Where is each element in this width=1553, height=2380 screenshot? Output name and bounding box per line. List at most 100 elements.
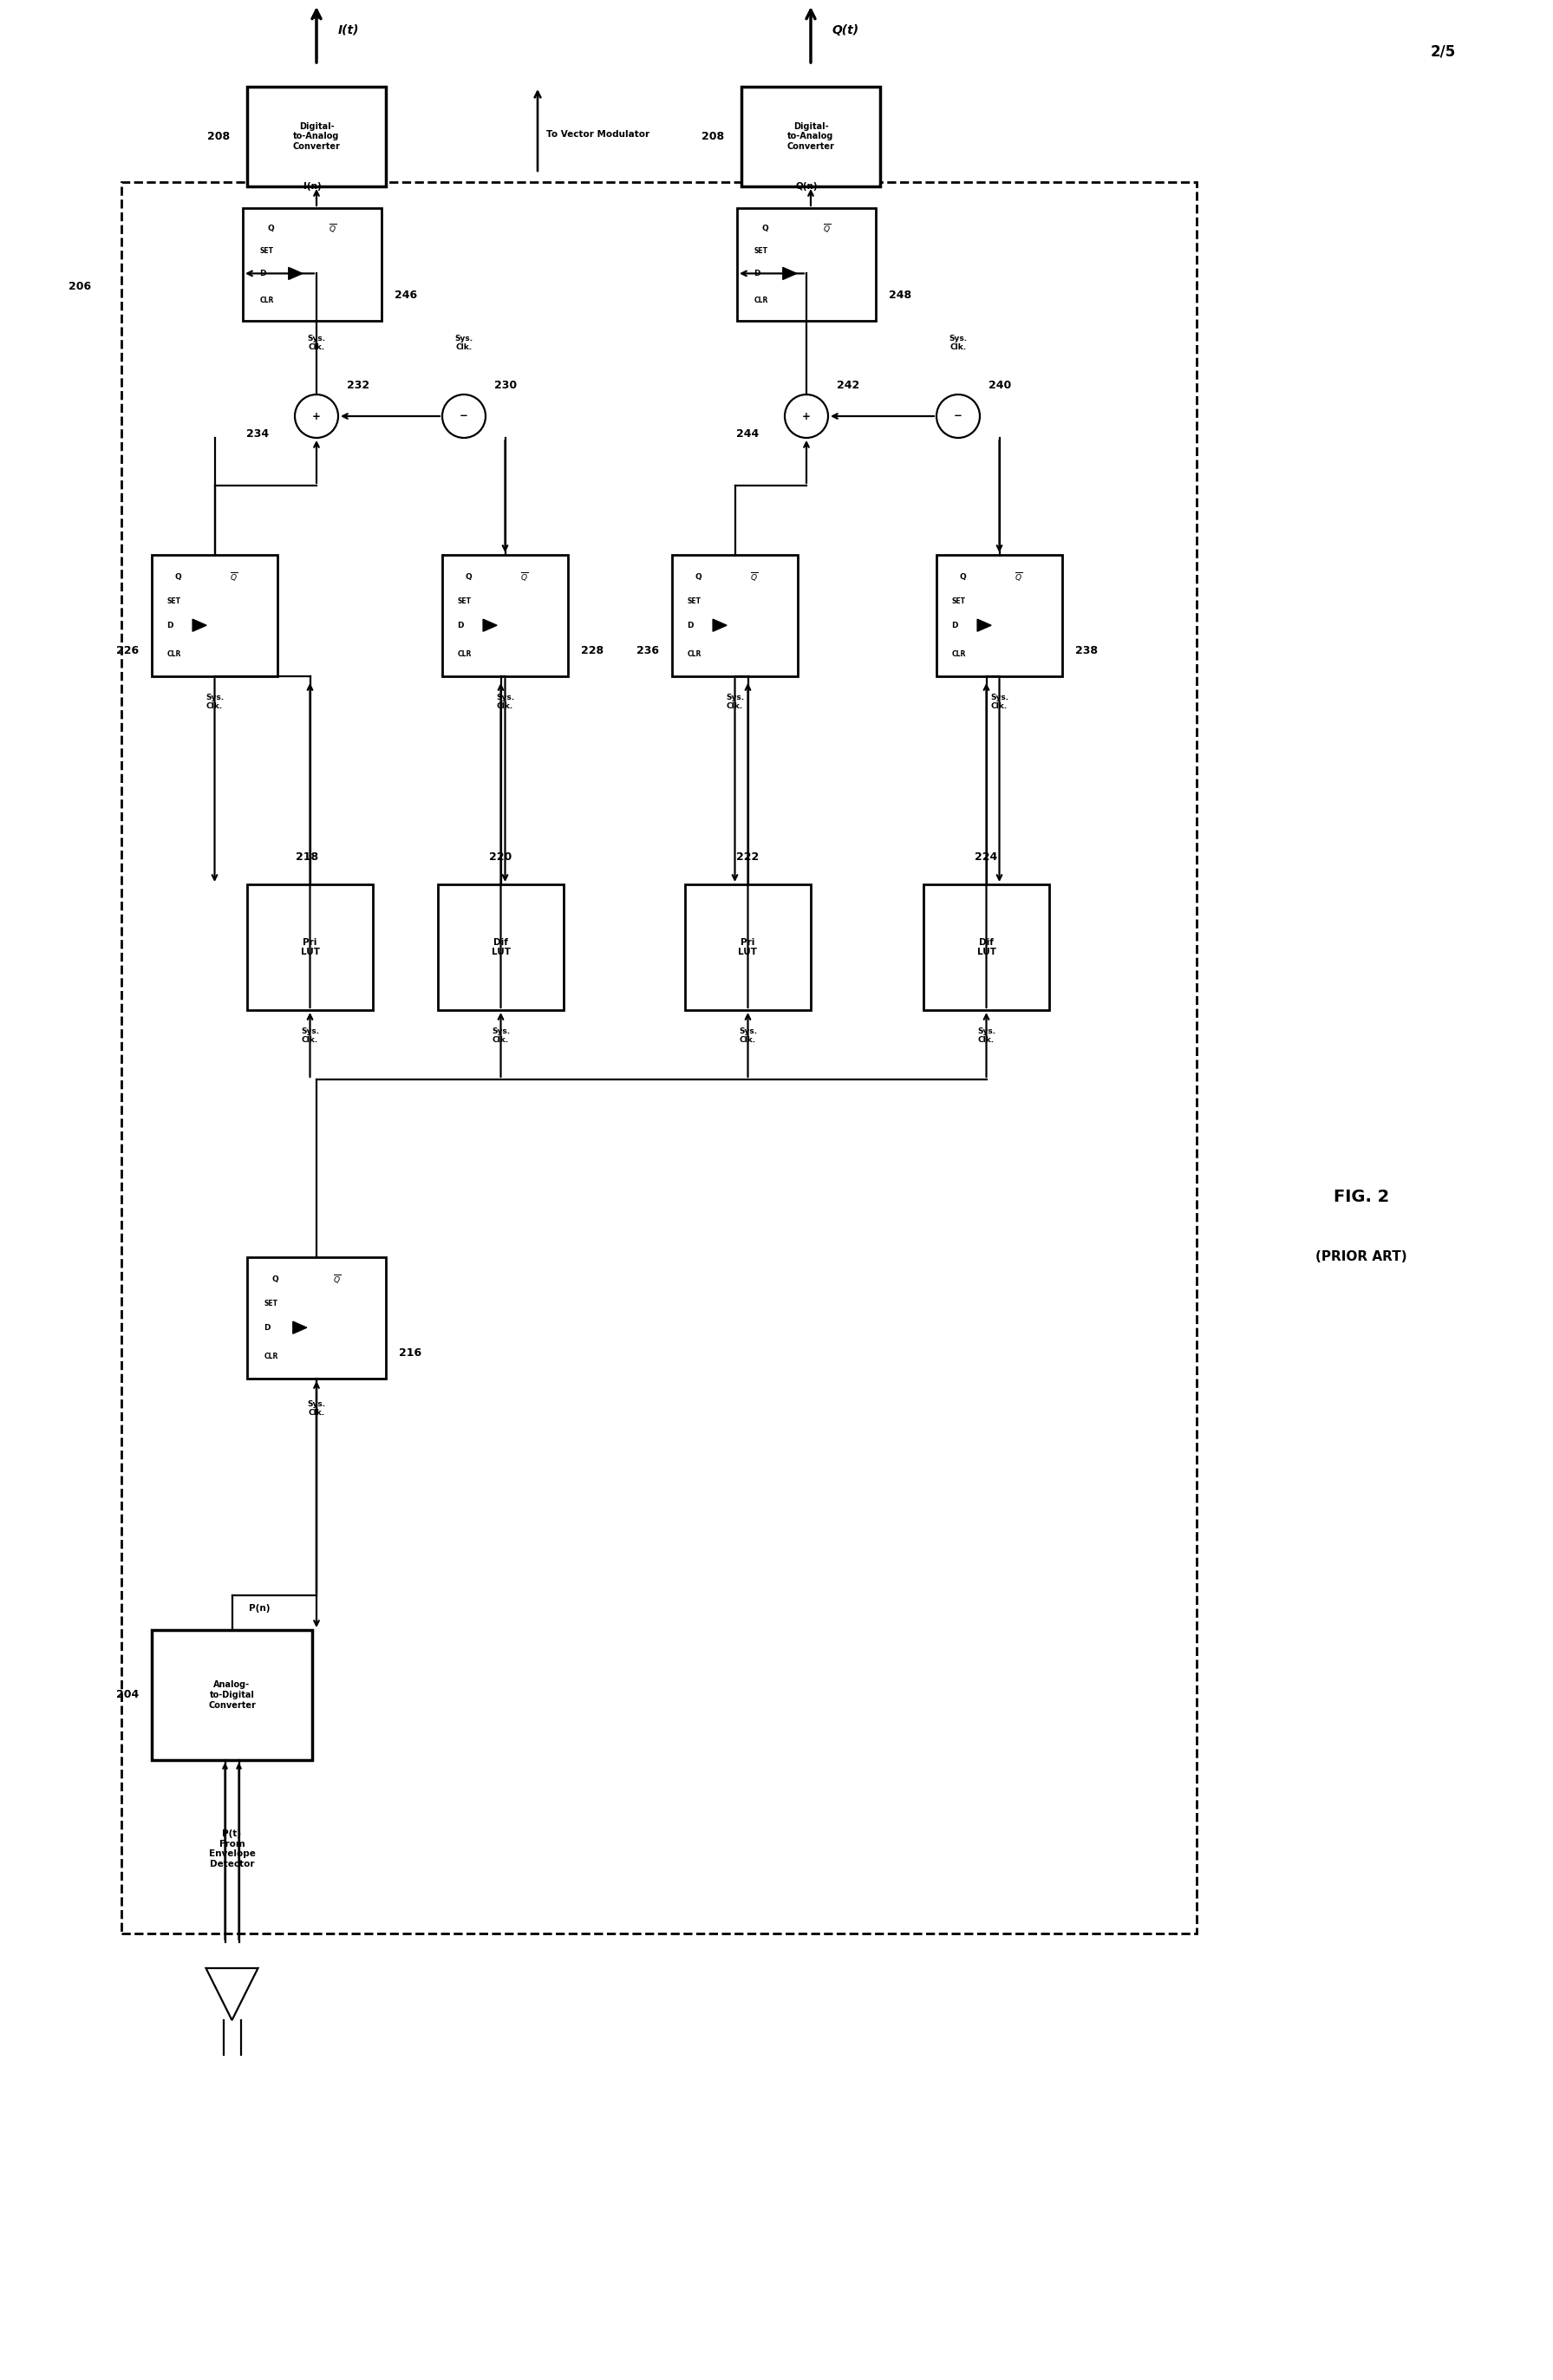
Text: D: D [166, 621, 174, 628]
Text: Sys.
Clk.: Sys. Clk. [977, 1028, 995, 1045]
Polygon shape [294, 1321, 307, 1333]
Text: CLR: CLR [457, 650, 472, 659]
Text: D: D [457, 621, 464, 628]
Text: 236: 236 [637, 645, 658, 657]
Text: I(n): I(n) [303, 183, 321, 190]
Text: Sys.
Clk.: Sys. Clk. [307, 333, 326, 352]
Text: CLR: CLR [753, 298, 767, 305]
Text: SET: SET [457, 597, 471, 605]
Bar [152, 1630, 312, 1761]
Text: Pri
LUT: Pri LUT [738, 938, 758, 957]
Text: SET: SET [952, 597, 966, 605]
Bar [438, 885, 564, 1009]
Text: (PRIOR ART): (PRIOR ART) [1315, 1252, 1407, 1264]
Text: −: − [954, 409, 963, 421]
Text: P(t)
From
Envelope
Detector: P(t) From Envelope Detector [208, 1830, 255, 1868]
Text: CLR: CLR [166, 650, 182, 659]
Text: +: + [803, 409, 811, 421]
Bar [738, 207, 876, 321]
Text: 242: 242 [837, 381, 859, 390]
Text: $\overline{Q}$: $\overline{Q}$ [329, 221, 337, 236]
Text: +: + [312, 409, 321, 421]
Text: SET: SET [264, 1299, 278, 1307]
Text: D: D [259, 269, 266, 278]
Polygon shape [483, 619, 497, 631]
Polygon shape [713, 619, 727, 631]
Bar [443, 555, 568, 676]
Text: 208: 208 [702, 131, 724, 143]
Text: $\overline{Q}$: $\overline{Q}$ [230, 571, 238, 583]
Text: I(t): I(t) [339, 24, 359, 36]
Text: 206: 206 [68, 281, 92, 293]
Text: D: D [686, 621, 694, 628]
Text: Sys.
Clk.: Sys. Clk. [301, 1028, 320, 1045]
Text: Dif
LUT: Dif LUT [491, 938, 511, 957]
Text: Pri
LUT: Pri LUT [300, 938, 320, 957]
Text: 224: 224 [975, 852, 997, 862]
Text: 216: 216 [399, 1347, 421, 1359]
Text: $\overline{Q}$: $\overline{Q}$ [750, 571, 758, 583]
Text: Q: Q [960, 574, 966, 581]
Bar [924, 885, 1050, 1009]
Text: Analog-
to-Digital
Converter: Analog- to-Digital Converter [208, 1680, 256, 1709]
Text: 228: 228 [581, 645, 604, 657]
Text: 238: 238 [1075, 645, 1098, 657]
Text: 2/5: 2/5 [1430, 43, 1457, 60]
Bar [741, 86, 881, 186]
Text: Q: Q [464, 574, 472, 581]
Text: Q: Q [272, 1276, 280, 1283]
Text: Q: Q [267, 224, 275, 233]
Text: 246: 246 [394, 288, 418, 300]
Text: Digital-
to-Analog
Converter: Digital- to-Analog Converter [787, 121, 834, 150]
Text: D: D [264, 1323, 270, 1330]
Bar [247, 885, 373, 1009]
Text: SET: SET [686, 597, 700, 605]
Text: 244: 244 [736, 428, 759, 440]
Polygon shape [783, 267, 797, 278]
Text: 232: 232 [346, 381, 370, 390]
Text: Q: Q [694, 574, 702, 581]
Text: 222: 222 [736, 852, 759, 862]
Text: SET: SET [753, 248, 767, 255]
Text: Dif
LUT: Dif LUT [977, 938, 995, 957]
Text: 220: 220 [489, 852, 512, 862]
Text: P(n): P(n) [250, 1604, 270, 1614]
Text: 208: 208 [207, 131, 230, 143]
Text: To Vector Modulator: To Vector Modulator [547, 131, 649, 138]
Text: 234: 234 [247, 428, 269, 440]
Text: D: D [753, 269, 761, 278]
Text: 240: 240 [989, 381, 1011, 390]
Bar [685, 885, 811, 1009]
Text: Q(n): Q(n) [795, 183, 817, 190]
Text: Sys.
Clk.: Sys. Clk. [307, 1399, 326, 1416]
Text: 248: 248 [888, 288, 912, 300]
Text: CLR: CLR [264, 1352, 278, 1361]
Text: Q(t): Q(t) [832, 24, 859, 36]
Text: SET: SET [166, 597, 180, 605]
Bar [242, 207, 382, 321]
Text: 226: 226 [116, 645, 138, 657]
Text: Sys.
Clk.: Sys. Clk. [495, 693, 514, 712]
Text: $\overline{Q}$: $\overline{Q}$ [1014, 571, 1022, 583]
Text: Q: Q [763, 224, 769, 233]
Text: $\overline{Q}$: $\overline{Q}$ [823, 221, 831, 236]
Text: 230: 230 [494, 381, 517, 390]
Text: Sys.
Clk.: Sys. Clk. [725, 693, 744, 712]
Text: FIG. 2: FIG. 2 [1334, 1188, 1390, 1204]
Text: Q: Q [174, 574, 182, 581]
Text: Sys.
Clk.: Sys. Clk. [492, 1028, 509, 1045]
Text: Sys.
Clk.: Sys. Clk. [739, 1028, 756, 1045]
Text: 204: 204 [116, 1690, 138, 1702]
Text: −: − [460, 409, 467, 421]
Text: $\overline{Q}$: $\overline{Q}$ [334, 1273, 342, 1285]
Bar [152, 555, 278, 676]
Text: $\overline{Q}$: $\overline{Q}$ [520, 571, 528, 583]
Polygon shape [977, 619, 991, 631]
Bar [247, 86, 385, 186]
Text: CLR: CLR [686, 650, 702, 659]
Bar [247, 1257, 385, 1378]
Text: SET: SET [259, 248, 273, 255]
Text: Sys.
Clk.: Sys. Clk. [991, 693, 1008, 712]
Text: 218: 218 [297, 852, 318, 862]
Polygon shape [193, 619, 207, 631]
